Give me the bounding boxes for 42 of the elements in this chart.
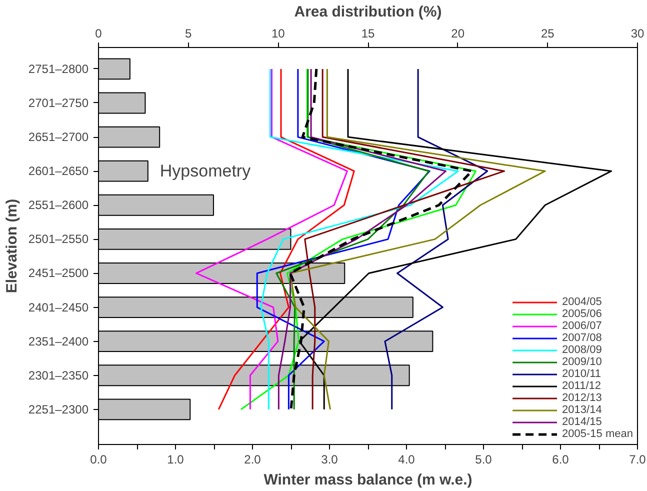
y-tick-label: 2651–2700 xyxy=(28,130,89,144)
x-tick-label: 3.0 xyxy=(321,452,338,466)
legend-label: 2013/14 xyxy=(562,404,602,416)
y-tick-label: 2551–2600 xyxy=(28,198,89,212)
x2-tick-label: 5 xyxy=(184,26,192,40)
series-label: Hypsometry xyxy=(160,162,252,181)
x-tick-label: 6.0 xyxy=(552,452,570,466)
x2-tick-label: 15 xyxy=(361,26,375,40)
y-tick-label: 2451–2500 xyxy=(28,266,89,280)
y-tick-label: 2601–2650 xyxy=(28,164,89,178)
legend-label: 2005-15 mean xyxy=(562,428,633,440)
x2-tick-label: 25 xyxy=(540,26,555,40)
x-tick-label: 4.0 xyxy=(398,452,416,466)
x-tick-label: 7.0 xyxy=(629,452,646,466)
y-tick-label: 2701–2750 xyxy=(28,96,89,110)
x2-tick-label: 10 xyxy=(271,26,286,40)
legend-label: 2007/08 xyxy=(562,332,602,344)
x2-axis-title: Area distribution (%) xyxy=(294,4,442,20)
x2-tick-label: 0 xyxy=(95,26,102,40)
y-tick-label: 2351–2400 xyxy=(28,334,89,348)
y-axis-title: Elevation (m) xyxy=(3,198,20,294)
x2-tick-label: 30 xyxy=(630,26,644,40)
x-tick-label: 0.0 xyxy=(90,452,108,466)
y-tick-label: 2501–2550 xyxy=(28,232,89,246)
legend-label: 2012/13 xyxy=(562,392,602,404)
x2-tick-label: 20 xyxy=(451,26,465,40)
x-tick-label: 5.0 xyxy=(475,452,492,466)
legend-label: 2004/05 xyxy=(562,296,602,308)
legend-label: 2014/15 xyxy=(562,416,602,428)
y-tick-label: 2751–2800 xyxy=(28,62,89,76)
legend-label: 2010/11 xyxy=(562,368,601,380)
x-axis-title: Winter mass balance (m w.e.) xyxy=(264,472,472,488)
x-tick-label: 2.0 xyxy=(244,452,262,466)
legend-label: 2008/09 xyxy=(562,344,602,356)
legend-label: 2005/06 xyxy=(562,308,602,320)
y-tick-label: 2401–2450 xyxy=(28,300,89,314)
legend-label: 2009/10 xyxy=(562,356,602,368)
legend-label: 2006/07 xyxy=(562,320,602,332)
legend-label: 2011/12 xyxy=(562,380,601,392)
y-tick-label: 2301–2350 xyxy=(28,368,89,382)
y-tick-label: 2251–2300 xyxy=(28,402,89,416)
x-tick-label: 1.0 xyxy=(167,452,184,466)
